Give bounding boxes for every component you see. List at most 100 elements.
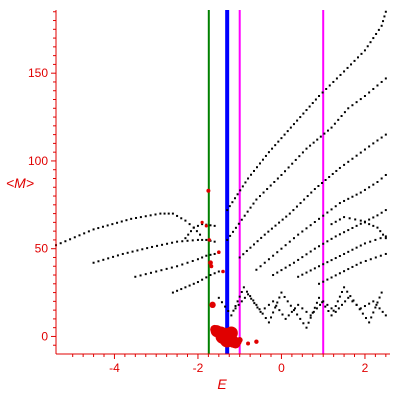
data-point [338, 202, 341, 205]
data-point [363, 49, 366, 52]
data-point [139, 216, 142, 219]
data-point [306, 195, 309, 198]
data-point [255, 166, 258, 169]
data-point [375, 303, 378, 306]
data-point [322, 280, 325, 283]
data-point [286, 300, 289, 303]
data-point [343, 216, 346, 219]
data-point [374, 238, 377, 241]
data-point [313, 306, 316, 309]
data-point [383, 15, 386, 18]
data-point [326, 211, 329, 214]
data-point [213, 272, 216, 275]
data-point [249, 206, 252, 209]
data-point [376, 214, 379, 217]
data-point [376, 84, 379, 87]
data-point [256, 306, 259, 309]
data-point [334, 220, 337, 223]
data-point [258, 162, 261, 165]
data-point [144, 273, 147, 276]
data-point [260, 236, 263, 239]
data-point [349, 295, 352, 298]
data-point [346, 66, 349, 69]
data-point [309, 250, 312, 253]
data-point [316, 138, 319, 141]
data-point [294, 307, 297, 310]
data-point [368, 218, 371, 221]
data-point [382, 20, 385, 23]
highlight-point [204, 224, 208, 228]
data-point [318, 95, 321, 97]
data-point [364, 259, 367, 262]
data-point [209, 224, 212, 227]
data-point [336, 300, 339, 303]
data-point [217, 270, 220, 273]
data-point [369, 41, 372, 44]
data-point [101, 225, 104, 228]
data-point [359, 307, 362, 310]
highlight-point [200, 220, 204, 224]
data-point [384, 314, 387, 317]
data-point [366, 45, 369, 48]
series-4 [171, 270, 220, 294]
vertical-reference-lines [207, 10, 325, 354]
data-point [335, 169, 338, 172]
data-point [272, 254, 275, 257]
data-point [121, 252, 124, 255]
data-point [299, 116, 302, 119]
data-point [259, 310, 262, 313]
data-point [338, 255, 341, 258]
data-point [59, 242, 62, 245]
data-point [332, 80, 335, 83]
highlight-point [206, 188, 211, 193]
data-point [288, 264, 291, 267]
data-point [318, 265, 321, 268]
data-point [149, 214, 152, 217]
data-point [311, 311, 314, 314]
data-point [351, 104, 354, 107]
data-point [343, 252, 346, 255]
data-point [290, 310, 293, 313]
data-point [289, 126, 292, 129]
data-point [253, 169, 256, 172]
series-13 [330, 216, 387, 240]
data-point [299, 202, 302, 205]
data-point [272, 300, 275, 303]
series-10 [272, 209, 387, 277]
data-point [278, 221, 281, 224]
y-tick-label: 150 [28, 66, 48, 80]
data-point [226, 209, 229, 212]
data-point [131, 250, 134, 253]
data-point [301, 273, 304, 276]
data-point [231, 201, 234, 204]
data-point [314, 98, 317, 101]
data-point [369, 240, 372, 243]
data-point [161, 243, 164, 246]
data-point [280, 137, 283, 140]
data-point [328, 175, 331, 178]
data-point [368, 302, 371, 305]
data-point [372, 216, 375, 219]
data-point [332, 309, 335, 312]
data-point [209, 253, 212, 256]
data-point [278, 296, 281, 299]
data-point [328, 84, 331, 87]
data-point [326, 129, 329, 132]
data-point [176, 289, 179, 292]
data-point [184, 286, 187, 289]
data-point [340, 290, 343, 293]
data-point [258, 308, 261, 311]
data-point [255, 303, 258, 306]
highlight-point [209, 301, 216, 309]
data-point [363, 95, 366, 97]
data-point [359, 244, 362, 247]
data-point [384, 133, 387, 136]
data-point [297, 233, 300, 236]
data-point [384, 235, 387, 238]
data-point [372, 142, 375, 145]
data-point [280, 291, 283, 294]
data-point [384, 10, 387, 13]
data-point [229, 234, 232, 237]
data-point [376, 301, 379, 304]
data-point [308, 105, 311, 108]
